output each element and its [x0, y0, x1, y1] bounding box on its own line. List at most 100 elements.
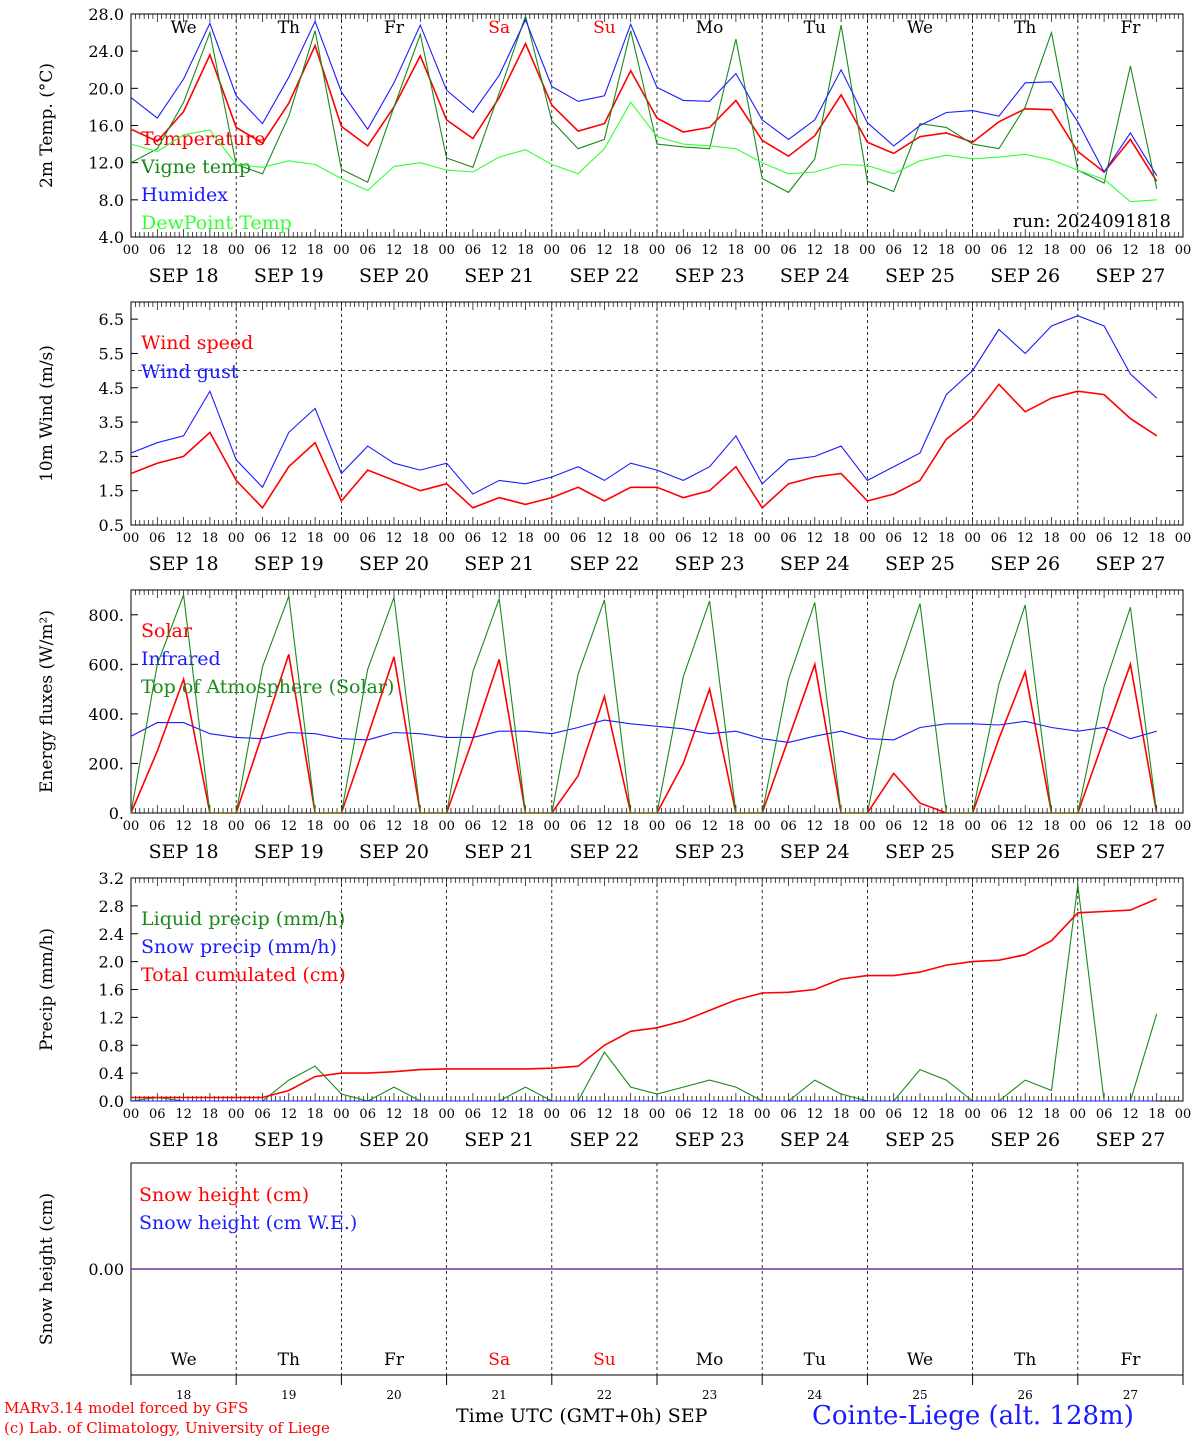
series-line-wind-speed — [130, 383, 1158, 510]
day-number: 23 — [702, 1388, 717, 1402]
hour-label: 18 — [833, 243, 850, 258]
hour-label: 00 — [649, 531, 666, 546]
y-tick-label: 2.8 — [99, 897, 124, 916]
day-number: 19 — [281, 1388, 296, 1402]
y-tick-label: 400. — [88, 705, 124, 724]
run-label: run: 2024091818 — [1013, 211, 1171, 232]
hour-label: 00 — [754, 1107, 771, 1122]
y-tick-label: 12.0 — [88, 154, 124, 173]
panel-frame-flux — [130, 589, 1184, 814]
hour-label: 06 — [359, 243, 376, 258]
hour-label: 00 — [649, 819, 666, 834]
y-tick-label: 1.2 — [99, 1008, 124, 1027]
hour-label: 12 — [807, 243, 824, 258]
date-label: SEP 26 — [990, 841, 1060, 863]
hour-label: 18 — [1148, 819, 1165, 834]
hour-label: 12 — [912, 243, 929, 258]
hour-label: 18 — [202, 243, 219, 258]
hour-label: 06 — [570, 819, 587, 834]
hour-label: 12 — [1017, 531, 1034, 546]
y-tick-label: 3.5 — [99, 413, 124, 432]
hour-label: 18 — [1043, 531, 1060, 546]
hour-label: 06 — [465, 1107, 482, 1122]
hour-label: 18 — [622, 819, 639, 834]
hour-label: 00 — [1070, 531, 1087, 546]
footer-time-label: Time UTC (GMT+0h) SEP — [456, 1405, 708, 1427]
y-tick-label: 5.5 — [99, 344, 124, 363]
hour-label: 00 — [964, 1107, 981, 1122]
hour-label: 06 — [359, 1107, 376, 1122]
date-label: SEP 25 — [885, 1129, 955, 1151]
hour-label: 00 — [1175, 1107, 1192, 1122]
date-label: SEP 24 — [780, 1129, 850, 1151]
day-number: 18 — [176, 1388, 191, 1402]
weekday-label: Tu — [804, 1350, 826, 1370]
series-line-wind-gust — [130, 315, 1158, 495]
date-label: SEP 22 — [569, 265, 639, 287]
hour-label: 12 — [491, 531, 508, 546]
hour-label: 06 — [149, 243, 166, 258]
day-number: 24 — [807, 1388, 823, 1402]
y-tick-label: 800. — [88, 606, 124, 625]
date-label: SEP 21 — [464, 1129, 534, 1151]
date-label: SEP 19 — [254, 841, 324, 863]
hour-label: 18 — [517, 1107, 534, 1122]
hour-label: 18 — [622, 1107, 639, 1122]
date-label: SEP 24 — [780, 553, 850, 575]
y-axis-label: 2m Temp. (°C) — [37, 63, 57, 188]
hour-label: 12 — [281, 243, 298, 258]
hour-label: 12 — [386, 819, 403, 834]
hour-label: 06 — [465, 531, 482, 546]
date-label: SEP 23 — [675, 1129, 745, 1151]
hour-label: 06 — [780, 243, 797, 258]
weekday-label: Th — [1014, 1350, 1036, 1370]
hour-label: 12 — [175, 1107, 192, 1122]
hour-label: 00 — [1070, 243, 1087, 258]
hour-label: 00 — [544, 1107, 561, 1122]
hour-label: 06 — [570, 531, 587, 546]
legend-entry: DewPoint Temp — [141, 212, 292, 234]
hour-label: 12 — [1122, 819, 1139, 834]
hour-label: 18 — [1043, 1107, 1060, 1122]
date-label: SEP 27 — [1095, 553, 1165, 575]
hour-label: 12 — [281, 531, 298, 546]
hour-label: 06 — [885, 1107, 902, 1122]
date-label: SEP 20 — [359, 1129, 429, 1151]
date-label: SEP 21 — [464, 553, 534, 575]
hour-label: 12 — [386, 1107, 403, 1122]
panel-frame-temp — [130, 13, 1184, 238]
weekday-label: We — [907, 1350, 933, 1370]
hour-label: 12 — [386, 243, 403, 258]
y-tick-label: 3.2 — [99, 869, 124, 888]
hour-label: 18 — [938, 819, 955, 834]
date-label: SEP 22 — [569, 553, 639, 575]
hour-label: 06 — [254, 531, 271, 546]
hour-label: 06 — [885, 531, 902, 546]
series-line-temperature — [130, 41, 1158, 182]
legend-entry: Wind speed — [141, 332, 253, 354]
legend-entry: Snow height (cm) — [139, 1184, 309, 1206]
hour-label: 00 — [228, 1107, 245, 1122]
hour-label: 18 — [202, 819, 219, 834]
date-label: SEP 23 — [675, 553, 745, 575]
y-tick-label: 2.5 — [99, 447, 124, 466]
hour-label: 18 — [412, 819, 429, 834]
hour-label: 06 — [991, 531, 1008, 546]
hour-label: 06 — [1096, 531, 1113, 546]
legend-entry: Total cumulated (cm) — [141, 964, 346, 986]
series-line-humidex — [130, 18, 1158, 176]
day-number: 22 — [597, 1388, 612, 1402]
date-label: SEP 25 — [885, 265, 955, 287]
y-tick-label: 24.0 — [88, 42, 124, 61]
hour-label: 12 — [701, 1107, 718, 1122]
weekday-label: Tu — [804, 18, 826, 38]
y-tick-label: 8.0 — [99, 191, 124, 210]
hour-label: 18 — [307, 243, 324, 258]
weekday-label: Th — [278, 1350, 300, 1370]
hour-label: 00 — [438, 1107, 455, 1122]
y-tick-label: 1.6 — [99, 981, 124, 1000]
weekday-label: We — [171, 1350, 197, 1370]
date-label: SEP 27 — [1095, 1129, 1165, 1151]
hour-label: 06 — [570, 243, 587, 258]
hour-label: 00 — [333, 243, 350, 258]
